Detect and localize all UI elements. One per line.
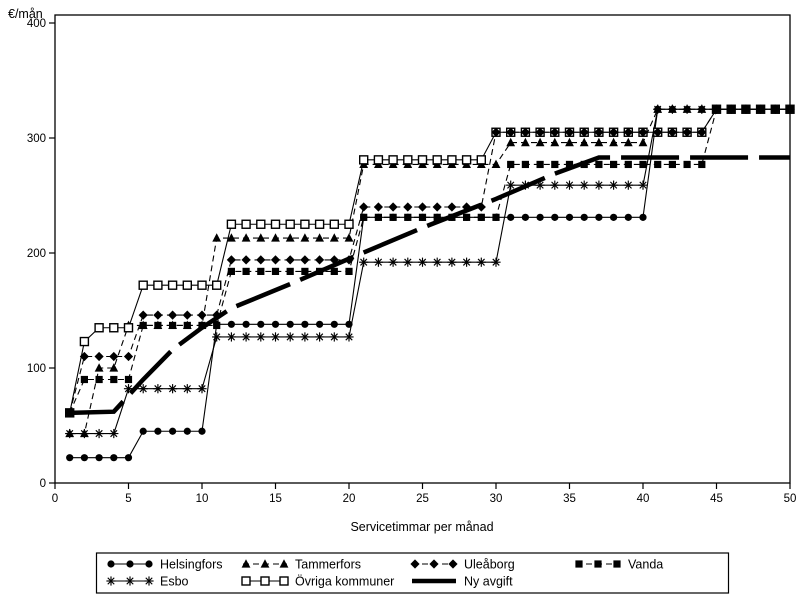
series-ule-borg <box>65 104 795 418</box>
legend-label: Helsingfors <box>160 558 223 572</box>
x-tick-label: 20 <box>343 493 356 505</box>
legend-label: Esbo <box>160 575 189 589</box>
x-tick-label: 0 <box>52 493 58 505</box>
plot-area: 0 5 10 15 20 25 30 35 40 45 50 0 100 200 300 400 <box>27 14 797 505</box>
y-axis-title: €/mån <box>8 7 43 21</box>
series-esbo <box>65 104 795 439</box>
x-tick-label: 50 <box>784 493 797 505</box>
legend-label: Ny avgift <box>464 575 513 589</box>
y-tick-label: 100 <box>27 363 46 375</box>
x-tick-label: 10 <box>196 493 209 505</box>
x-tick-label: 45 <box>710 493 723 505</box>
y-axis: 0 100 200 300 400 <box>27 18 55 490</box>
legend-label: Tammerfors <box>295 558 361 572</box>
legend-item-vanda: Vanda <box>575 558 663 572</box>
series--vriga-kommuner <box>64 104 795 418</box>
y-tick-label: 200 <box>27 248 46 260</box>
plot-frame <box>54 14 791 484</box>
legend-item-tammerfors: Tammerfors <box>241 558 361 572</box>
y-tick-label: 400 <box>27 18 46 30</box>
x-tick-label: 40 <box>637 493 650 505</box>
x-tick-label: 15 <box>269 493 282 505</box>
x-axis: 0 5 10 15 20 25 30 35 40 45 50 <box>52 483 797 505</box>
x-tick-label: 25 <box>416 493 429 505</box>
x-tick-label: 35 <box>563 493 576 505</box>
y-tick-label: 300 <box>27 133 46 145</box>
legend-item-helsingfors: Helsingfors <box>107 558 223 572</box>
legend-item--vriga-kommuner: Övriga kommuner <box>241 575 394 589</box>
legend-label: Övriga kommuner <box>295 575 394 589</box>
legend-item-ule-borg: Uleåborg <box>410 558 515 572</box>
x-axis-title: Servicetimmar per månad <box>350 520 493 534</box>
legend-item-esbo: Esbo <box>106 575 189 589</box>
y-tick-label: 0 <box>40 478 46 490</box>
series-ny-avgift <box>69 155 790 416</box>
x-tick-label: 5 <box>125 493 131 505</box>
legend-label: Uleåborg <box>464 558 515 572</box>
legend-item-ny-avgift: Ny avgift <box>412 575 513 589</box>
chart-legend: Helsingfors Tammerfors Uleåborg Vanda Esbo Öv… <box>95 552 730 594</box>
legend-label: Vanda <box>628 558 663 572</box>
x-tick-label: 30 <box>490 493 503 505</box>
series-vanda <box>66 105 794 417</box>
legend-box <box>95 552 730 594</box>
